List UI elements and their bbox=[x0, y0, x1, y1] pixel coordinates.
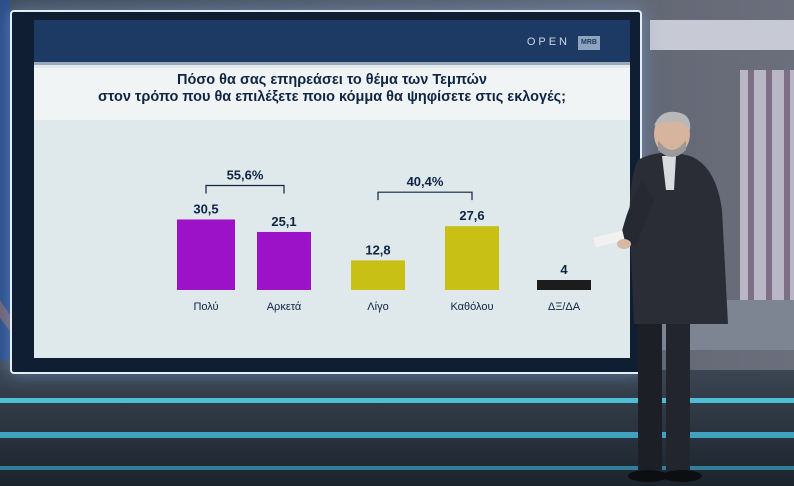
group-total-label-1: 55,6% bbox=[227, 167, 264, 182]
header-bar: OPEN MRB bbox=[34, 20, 630, 62]
presenter bbox=[593, 111, 728, 482]
question-band bbox=[34, 68, 630, 120]
bar-1 bbox=[177, 219, 235, 290]
value-label-3: 12,8 bbox=[365, 242, 390, 257]
chart-title: Πόσο θα σας επηρεάσει το θέμα των Τεμπών… bbox=[34, 72, 630, 106]
category-label-5: ΔΞ/ΔΑ bbox=[548, 301, 581, 313]
bar-4 bbox=[445, 226, 499, 290]
bar-2 bbox=[257, 231, 311, 290]
category-label-4: Καθόλου bbox=[450, 301, 493, 313]
group-bracket-2 bbox=[377, 191, 473, 201]
pollster-logo: MRB bbox=[578, 36, 600, 50]
video-wall: OPEN MRB Πόσο θα σας επηρεάσει το θέμα τ… bbox=[10, 10, 642, 374]
value-label-4: 27,6 bbox=[459, 208, 484, 223]
group-total-label-2: 40,4% bbox=[407, 174, 444, 189]
group-bracket-1 bbox=[205, 184, 285, 194]
channel-logo: OPEN bbox=[526, 36, 570, 48]
bar-5 bbox=[537, 280, 591, 290]
category-label-1: Πολύ bbox=[193, 301, 218, 313]
bar-3 bbox=[351, 260, 405, 290]
value-label-1: 30,5 bbox=[193, 201, 218, 216]
category-label-2: Αρκετά bbox=[267, 301, 302, 313]
category-label-3: Λίγο bbox=[367, 301, 388, 313]
chart-title-line-2: στον τρόπο που θα επιλέξετε ποιο κόμμα θ… bbox=[98, 89, 566, 105]
bar-chart: 30,5 Πολύ 25,1 Αρκετά 12,8 Λίγο 27,6 Καθόλου 4 ΔΞ… bbox=[177, 167, 591, 313]
poll-panel: OPEN MRB Πόσο θα σας επηρεάσει το θέμα τ… bbox=[34, 20, 630, 358]
header-divider bbox=[34, 62, 630, 65]
value-label-2: 25,1 bbox=[271, 214, 296, 229]
value-label-5: 4 bbox=[560, 262, 568, 277]
chart-title-line-1: Πόσο θα σας επηρεάσει το θέμα των Τεμπών bbox=[177, 72, 487, 88]
